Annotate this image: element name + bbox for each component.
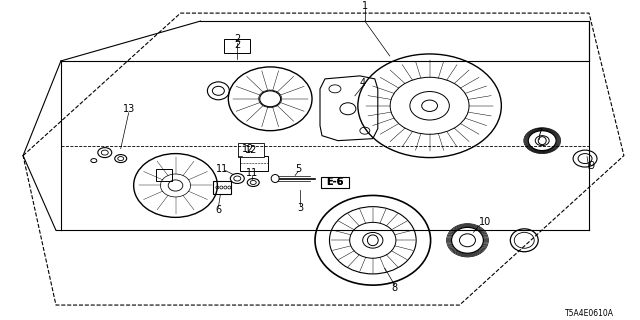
Text: 11: 11 bbox=[246, 168, 259, 178]
Text: 9: 9 bbox=[588, 161, 594, 171]
Bar bbox=[156, 169, 172, 180]
Text: 12: 12 bbox=[242, 144, 255, 154]
Text: 1: 1 bbox=[362, 1, 368, 11]
Text: E-6: E-6 bbox=[326, 178, 344, 188]
Bar bbox=[225, 39, 250, 53]
Bar bbox=[238, 143, 264, 156]
Text: 2: 2 bbox=[234, 40, 241, 50]
Bar bbox=[213, 180, 231, 195]
Text: 8: 8 bbox=[392, 283, 398, 293]
Text: 10: 10 bbox=[479, 217, 492, 227]
Text: 12: 12 bbox=[245, 145, 257, 155]
Text: 2: 2 bbox=[234, 34, 241, 44]
Bar bbox=[240, 156, 268, 171]
Text: E-6: E-6 bbox=[326, 178, 344, 188]
Text: 7: 7 bbox=[536, 128, 542, 138]
Text: 4: 4 bbox=[360, 78, 366, 88]
Text: 3: 3 bbox=[297, 204, 303, 213]
Text: T5A4E0610A: T5A4E0610A bbox=[565, 308, 614, 317]
Text: 13: 13 bbox=[123, 104, 135, 114]
Text: 6: 6 bbox=[215, 205, 221, 215]
FancyBboxPatch shape bbox=[321, 177, 349, 188]
Circle shape bbox=[271, 174, 279, 182]
Text: 5: 5 bbox=[295, 164, 301, 173]
Text: 11: 11 bbox=[216, 164, 228, 173]
